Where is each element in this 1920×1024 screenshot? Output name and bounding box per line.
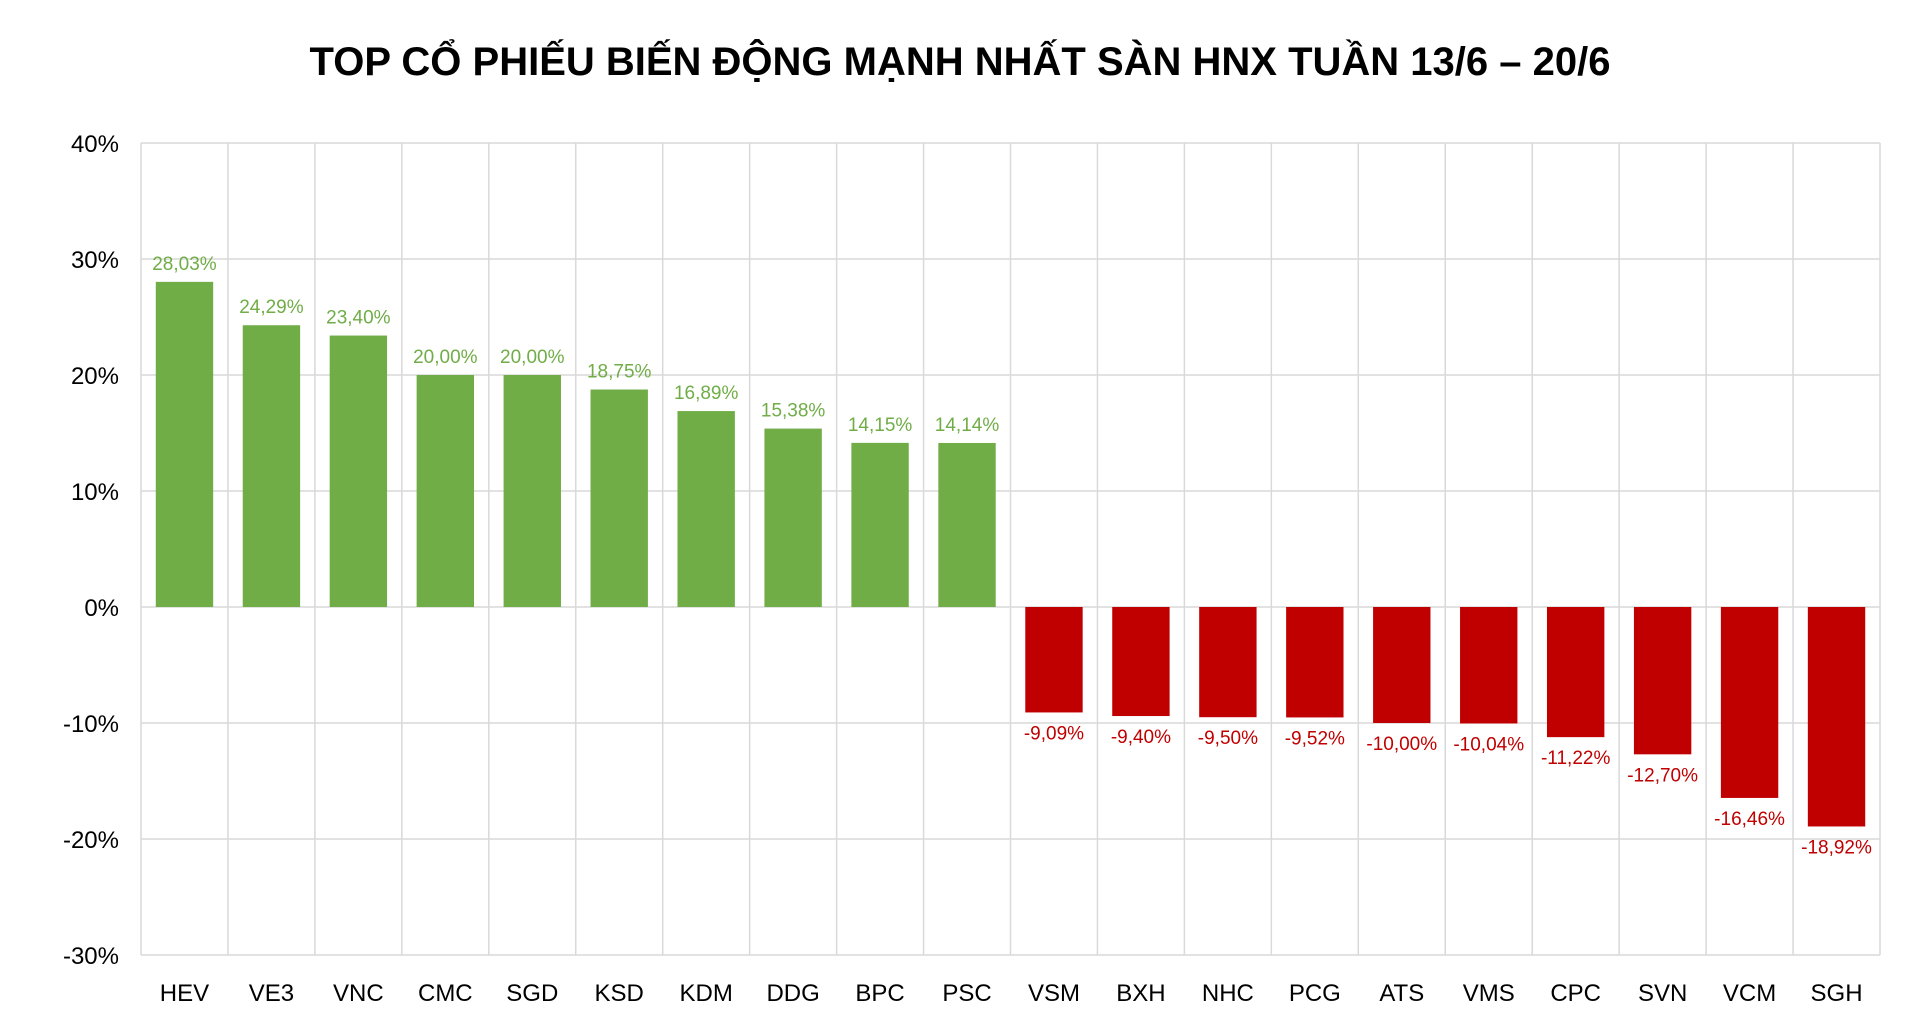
y-tick-label: 20% [71, 363, 119, 390]
x-tick-label-sgd: SGD [506, 980, 558, 1007]
bar-bxh [1112, 607, 1170, 717]
data-label-pcg: -9,52% [1285, 728, 1345, 749]
data-label-svn: -12,70% [1627, 765, 1698, 786]
data-label-cpc: -11,22% [1541, 748, 1610, 769]
bar-hev [155, 281, 214, 607]
x-tick-label-ksd: KSD [595, 980, 644, 1007]
bar-ksd [590, 389, 648, 607]
bar-pcg [1286, 607, 1344, 718]
x-tick-label-psc: PSC [942, 980, 991, 1007]
bar-ddg [764, 428, 822, 607]
x-tick-label-nhc: NHC [1202, 980, 1254, 1007]
x-axis-ticks: HEV VE3 VNC CMC SGD KSD KDM DDG BPC PSC VSM BXH NHC P… [160, 980, 1863, 1007]
bar-kdm [677, 411, 735, 607]
chart-title: TOP CỔ PHIẾU BIẾN ĐỘNG MẠNH NHẤT SÀN HNX… [309, 40, 1611, 84]
data-label-hev: 28,03% [152, 254, 217, 275]
x-tick-label-kdm: KDM [680, 980, 733, 1007]
bar-psc [938, 442, 996, 607]
bar-vcm [1720, 607, 1779, 798]
y-tick-label: -10% [63, 711, 119, 738]
data-label-sgd: 20,00% [500, 347, 565, 368]
data-label-ksd: 18,75% [587, 362, 652, 383]
x-tick-label-sgh: SGH [1811, 980, 1863, 1007]
bar-bpc [851, 442, 909, 607]
bar-sgd [503, 375, 561, 607]
data-label-bpc: 14,15% [848, 415, 913, 436]
data-label-ats: -10,00% [1366, 734, 1437, 755]
bar-ve3 [242, 325, 301, 607]
x-tick-label-vnc: VNC [333, 980, 384, 1007]
data-label-vnc: 23,40% [326, 308, 391, 329]
data-label-kdm: 16,89% [674, 383, 739, 404]
y-axis-ticks: 40% 30% 20% 10% 0% -10% -20% -30% [63, 131, 119, 970]
y-tick-label: 40% [71, 131, 119, 158]
bar-ats [1373, 607, 1431, 723]
x-tick-label-vsm: VSM [1028, 980, 1080, 1007]
bars [155, 281, 1866, 827]
x-tick-label-cmc: CMC [418, 980, 473, 1007]
data-label-ddg: 15,38% [761, 401, 826, 422]
x-tick-label-vcm: VCM [1723, 980, 1776, 1007]
data-label-vcm: -16,46% [1714, 809, 1785, 830]
data-label-sgh: -18,92% [1801, 837, 1872, 858]
data-label-nhc: -9,50% [1198, 728, 1258, 749]
data-label-vms: -10,04% [1453, 734, 1524, 755]
grid [140, 142, 1881, 956]
bar-svn [1633, 607, 1692, 755]
x-tick-label-bpc: BPC [855, 980, 904, 1007]
bar-vms [1460, 607, 1518, 724]
data-label-psc: 14,14% [935, 415, 1000, 436]
x-tick-label-ats: ATS [1379, 980, 1424, 1007]
data-label-bxh: -9,40% [1111, 727, 1171, 748]
x-tick-label-vms: VMS [1463, 980, 1515, 1007]
y-tick-label: 10% [71, 479, 119, 506]
data-label-ve3: 24,29% [239, 297, 304, 318]
data-labels: 28,03% 24,29% 23,40% 20,00% 20,00% 18,75% 16,8… [152, 254, 1872, 859]
bar-sgh [1807, 607, 1866, 827]
x-tick-label-hev: HEV [160, 980, 209, 1007]
bar-vsm [1025, 607, 1083, 713]
bar-nhc [1199, 607, 1257, 718]
bar-cpc [1546, 607, 1605, 738]
bar-vnc [329, 335, 388, 607]
data-label-vsm: -9,09% [1024, 723, 1084, 744]
x-tick-label-bxh: BXH [1116, 980, 1165, 1007]
x-tick-label-pcg: PCG [1289, 980, 1341, 1007]
y-tick-label: 0% [84, 595, 119, 622]
bar-cmc [416, 375, 475, 607]
data-label-cmc: 20,00% [413, 347, 478, 368]
x-tick-label-ve3: VE3 [249, 980, 294, 1007]
x-tick-label-ddg: DDG [766, 980, 819, 1007]
x-tick-label-cpc: CPC [1550, 980, 1601, 1007]
y-tick-label: -20% [63, 827, 119, 854]
y-tick-label: -30% [63, 943, 119, 970]
x-tick-label-svn: SVN [1638, 980, 1687, 1007]
y-tick-label: 30% [71, 247, 119, 274]
